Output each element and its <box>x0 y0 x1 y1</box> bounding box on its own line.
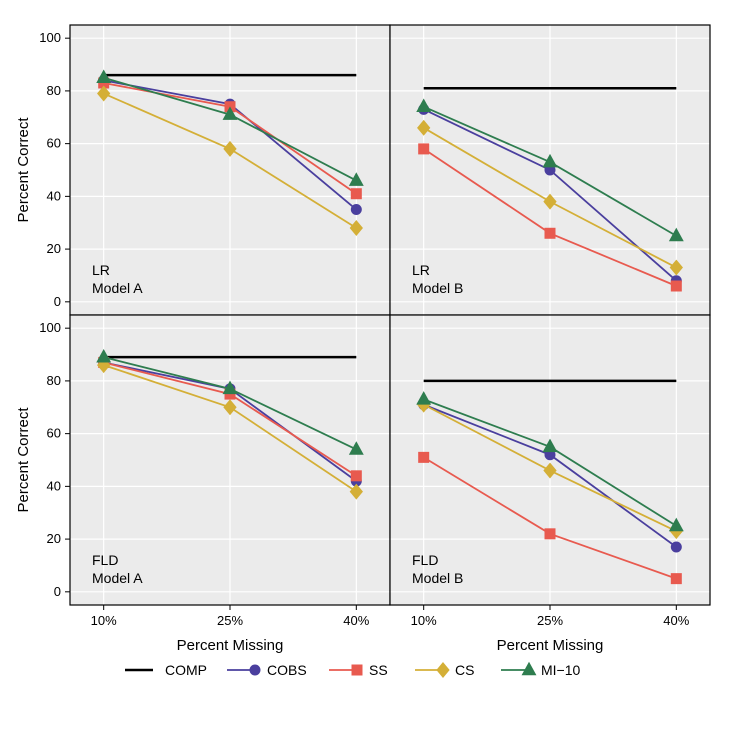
panel-label-3-1: Model B <box>412 570 463 586</box>
legend-label-MI10: MI−10 <box>541 662 581 678</box>
y-tick-label: 100 <box>39 30 61 45</box>
x-tick-label: 40% <box>343 613 369 628</box>
x-tick-label: 25% <box>537 613 563 628</box>
y-tick-label: 80 <box>47 373 61 388</box>
y-tick-label: 100 <box>39 320 61 335</box>
x-axis-label: Percent Missing <box>177 637 284 654</box>
panel-label-1-0: LR <box>412 262 430 278</box>
legend-label-COMP: COMP <box>165 662 207 678</box>
y-tick-label: 80 <box>47 83 61 98</box>
chart-container: LR Model A 0 20 40 60 80 100 Percent Correct LR Mo… <box>10 10 736 719</box>
y-tick-label: 20 <box>47 241 61 256</box>
legend-label-SS: SS <box>369 662 388 678</box>
y-axis-label: Percent Correct <box>15 117 32 223</box>
panel-label-2-0: FLD <box>92 552 118 568</box>
panel-label-2-1: Model A <box>92 570 143 586</box>
y-tick-label: 20 <box>47 531 61 546</box>
panel-label-1-1: Model B <box>412 280 463 296</box>
y-tick-label: 40 <box>47 478 61 493</box>
panel-2: FLD Model A 0 20 40 60 80 100 Percent Correct 10%… <box>15 315 390 654</box>
chart-svg: LR Model A 0 20 40 60 80 100 Percent Correct LR Mo… <box>10 10 736 719</box>
y-tick-label: 60 <box>47 136 61 151</box>
x-tick-label: 10% <box>411 613 437 628</box>
x-tick-label: 40% <box>663 613 689 628</box>
legend-label-COBS: COBS <box>267 662 307 678</box>
x-tick-label: 10% <box>91 613 117 628</box>
y-tick-label: 0 <box>54 294 61 309</box>
panel-1: LR Model B <box>390 25 710 315</box>
panel-3: FLD Model B 10% 25% 40% Percent Missing <box>390 315 710 654</box>
panel-label-0-1: Model A <box>92 280 143 296</box>
y-axis-label: Percent Correct <box>15 407 32 513</box>
y-tick-label: 40 <box>47 188 61 203</box>
panel-0: LR Model A 0 20 40 60 80 100 Percent Correct <box>15 25 390 315</box>
x-tick-label: 25% <box>217 613 243 628</box>
y-tick-label: 60 <box>47 426 61 441</box>
x-axis-label: Percent Missing <box>497 637 604 654</box>
legend-label-CS: CS <box>455 662 474 678</box>
legend: COMP COBS SS CS MI−10 <box>125 662 581 678</box>
panel-label-0-0: LR <box>92 262 110 278</box>
y-tick-label: 0 <box>54 584 61 599</box>
panel-label-3-0: FLD <box>412 552 438 568</box>
